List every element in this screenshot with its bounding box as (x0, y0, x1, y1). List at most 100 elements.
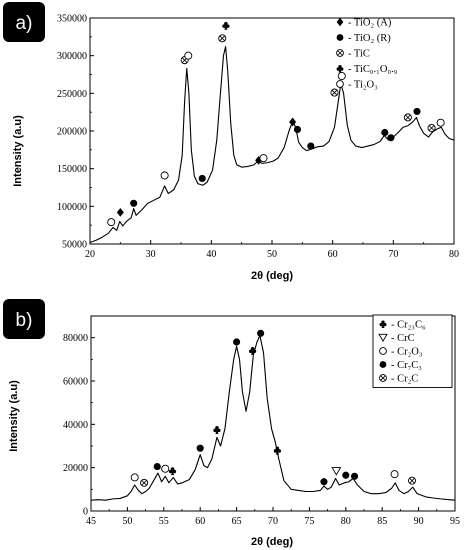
legend-symbol-circle-x (379, 374, 387, 382)
legend-symbol-circle (336, 80, 344, 88)
legend-symbol-club (336, 64, 344, 73)
legend-symbol-diamond (336, 17, 344, 27)
y-tick-label: 200000 (57, 127, 87, 138)
peak-marker-dot (381, 128, 389, 137)
peak-marker-club (222, 21, 230, 30)
peak-marker-dot (153, 463, 161, 471)
y-tick-label: 350000 (57, 14, 87, 25)
peak-marker-circle (259, 154, 268, 163)
y-tick-label: 150000 (57, 164, 87, 175)
peak-marker-circle-x (408, 476, 417, 485)
peak-marker-circle-x (427, 123, 436, 133)
legend: - TiO₂ (A) - TiO₂ (R) - TiC - TiC₀.₁O₀.₉ - T… (336, 17, 398, 91)
peak-marker-dot (350, 472, 359, 480)
peak-marker-dot (130, 199, 138, 207)
legend-symbol-triangle-down (378, 333, 388, 342)
y-tick-label: 60000 (63, 377, 88, 388)
x-tick-label: 55 (159, 516, 169, 527)
y-tick-label: 100000 (57, 202, 87, 213)
peak-marker-circle (184, 51, 193, 60)
x-tick-label: 75 (304, 516, 314, 527)
legend-symbol-dot (379, 361, 387, 368)
peak-marker-circle-x (403, 113, 412, 122)
legend-entry-label: - Cr₂C (391, 374, 418, 385)
peak-marker-club (273, 446, 281, 455)
peak-marker-club (213, 426, 221, 434)
legend-entry-label: - Cr₂O₃ (391, 347, 423, 358)
peak-marker-circle (107, 218, 116, 227)
legend-symbol-dot (336, 34, 344, 41)
x-tick-label: 40 (206, 249, 216, 260)
peak-marker-dot (233, 338, 241, 346)
legend-entry-label: - TiC (348, 49, 370, 60)
peak-marker-dot (198, 174, 206, 183)
peak-marker-circle (436, 118, 445, 127)
panel-b-label: b) (16, 310, 33, 331)
x-tick-label: 80 (341, 516, 351, 527)
x-tick-label: 50 (122, 516, 132, 527)
panel-b-label-box (3, 299, 45, 339)
panel-b-x-axis-title: 2θ (deg) (251, 536, 293, 548)
legend-entry-label: - TiO₂ (R) (348, 33, 391, 44)
x-tick-label: 85 (377, 516, 387, 527)
peak-marker-circle (390, 470, 399, 479)
panel-b-y-axis-title: Intensity (a.u) (8, 380, 20, 452)
x-tick-label: 70 (268, 516, 278, 527)
panel-a-y-axis-title: Intensity (a.u) (12, 115, 24, 187)
x-tick-label: 80 (449, 249, 459, 260)
peak-marker-dot (387, 134, 395, 142)
x-tick-label: 60 (195, 516, 205, 527)
legend-entry-label: - Cr₇C₃ (391, 360, 422, 371)
legend-symbol-circle-x (336, 49, 344, 57)
panel-a-x-axis-title: 2θ (deg) (251, 270, 293, 282)
peak-marker-dot (413, 107, 421, 115)
x-tick-label: 30 (146, 249, 156, 260)
legend-symbol-club (379, 320, 387, 329)
y-tick-label: 80000 (63, 333, 88, 344)
y-tick-label: 50000 (62, 240, 87, 251)
x-tick-label: 65 (232, 516, 242, 527)
x-tick-label: 60 (328, 249, 338, 260)
y-tick-label: 40000 (63, 420, 88, 431)
y-tick-label: 300000 (57, 51, 87, 62)
panel-a-label: a) (16, 13, 33, 34)
peak-marker-dot (293, 125, 302, 134)
peak-marker-circle (160, 171, 169, 180)
peak-marker-dot (320, 478, 328, 486)
peak-marker-dot (307, 142, 315, 150)
peak-marker-circle-x (330, 88, 339, 97)
legend-entry-label: - TiO₂ (A) (348, 18, 392, 29)
legend-entry-label: - CrC (391, 333, 415, 344)
peak-marker-circle (130, 473, 139, 482)
legend-entry-label: - Ti₂O₃ (348, 80, 378, 91)
legend: - Cr₂₃C₆ - CrC - Cr₂O₃ - Cr₇C₃ - Cr₂C (372, 314, 453, 388)
legend-symbol-circle (379, 347, 387, 355)
y-tick-label: 250000 (57, 89, 87, 100)
peak-marker-circle (337, 71, 346, 81)
peak-marker-dot (342, 471, 350, 479)
peak-marker-diamond (289, 117, 297, 127)
peak-marker-club (168, 467, 177, 476)
x-tick-label: 50 (267, 249, 277, 260)
legend-box (372, 314, 453, 388)
x-tick-label: 70 (388, 249, 398, 260)
x-tick-label: 20 (85, 249, 95, 260)
peak-marker-club (248, 346, 257, 355)
peak-marker-dot (257, 329, 265, 337)
x-tick-label: 90 (414, 516, 424, 527)
xrd-pattern-line (90, 334, 456, 501)
panel-a-chart: a) Intensity (a.u) 2θ (deg) 20 30 40 50 60 70… (3, 2, 459, 282)
y-tick-label: 0 (83, 507, 88, 518)
peak-marker-dot (196, 444, 204, 452)
peak-marker-triangle-down (331, 467, 342, 476)
peak-marker-circle-x (140, 478, 149, 487)
panel-b-chart: b) Intensity (a.u) 2θ (deg) 45 50 55 60 65 70… (3, 299, 460, 548)
peak-marker-circle-x (218, 34, 227, 43)
y-tick-label: 20000 (63, 463, 88, 474)
panel-a-label-box (3, 2, 45, 42)
legend-entry-label: - TiC₀.₁O₀.₉ (348, 64, 398, 75)
peak-marker-diamond (116, 207, 124, 217)
x-tick-label: 95 (450, 516, 460, 527)
xrd-pattern-line (89, 46, 455, 244)
